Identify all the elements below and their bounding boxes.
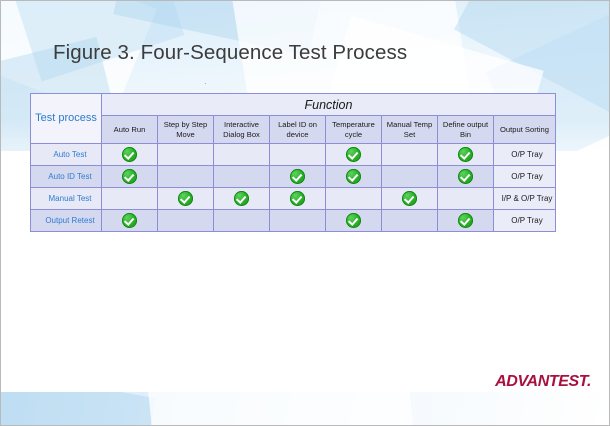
row-label-auto-test: Auto Test xyxy=(30,143,102,166)
column-header-label-id-on-device: Label ID on device xyxy=(269,115,326,144)
table-header-group-row: Test process Function xyxy=(30,93,556,144)
matrix-cell xyxy=(437,165,494,188)
column-header-temperature-cycle: Temperature cycle xyxy=(325,115,382,144)
matrix-cell xyxy=(437,187,494,210)
green-check-icon xyxy=(290,169,305,184)
header-function-group: Function xyxy=(101,93,556,116)
matrix-cell xyxy=(437,143,494,166)
matrix-cell xyxy=(325,209,382,232)
matrix-cell xyxy=(325,165,382,188)
matrix-cell xyxy=(213,143,270,166)
matrix-cell xyxy=(269,209,326,232)
green-check-icon xyxy=(122,147,137,162)
green-check-icon xyxy=(346,147,361,162)
process-matrix-table: Test process Function Auto Run Step by St… xyxy=(30,93,556,232)
matrix-cell xyxy=(213,209,270,232)
matrix-cell xyxy=(381,165,438,188)
matrix-cell xyxy=(381,187,438,210)
matrix-cell xyxy=(101,187,158,210)
matrix-cell xyxy=(269,165,326,188)
table-row: Auto Test O/P Tray xyxy=(30,143,556,166)
matrix-cell xyxy=(381,209,438,232)
matrix-cell xyxy=(101,209,158,232)
green-check-icon xyxy=(234,191,249,206)
green-check-icon xyxy=(122,213,137,228)
green-check-icon xyxy=(122,169,137,184)
matrix-cell xyxy=(157,209,214,232)
output-sorting-value: O/P Tray xyxy=(493,209,556,232)
green-check-icon xyxy=(178,191,193,206)
table-row: Auto ID Test O/P Tray xyxy=(30,165,556,188)
matrix-cell xyxy=(101,143,158,166)
green-check-icon xyxy=(458,147,473,162)
column-header-manual-temp-set: Manual Temp Set xyxy=(381,115,438,144)
green-check-icon xyxy=(458,169,473,184)
green-check-icon xyxy=(346,169,361,184)
matrix-cell xyxy=(101,165,158,188)
table-header-columns-row: Auto Run Step by Step Move Interactive Dia… xyxy=(31,115,556,144)
matrix-cell xyxy=(325,187,382,210)
background-shape xyxy=(147,392,415,425)
advantest-logo: ADVANTEST. xyxy=(495,373,591,390)
page-title: Figure 3. Four-Sequence Test Process xyxy=(53,41,408,64)
background-polygon-band-bottom xyxy=(1,392,609,425)
background-shape xyxy=(1,392,156,425)
header-test-process: Test process xyxy=(30,93,102,144)
column-header-interactive-dialog-box: Interactive Dialog Box xyxy=(213,115,270,144)
matrix-cell xyxy=(381,143,438,166)
green-check-icon xyxy=(458,213,473,228)
green-check-icon xyxy=(290,191,305,206)
row-label-output-retest: Output Retest xyxy=(30,209,102,232)
matrix-cell xyxy=(157,165,214,188)
column-header-output-sorting: Output Sorting xyxy=(493,115,556,144)
column-header-define-output-bin: Define output Bin xyxy=(437,115,494,144)
matrix-cell xyxy=(325,143,382,166)
table-header: Test process Function Auto Run Step by St… xyxy=(30,93,556,144)
table-row: Output Retest O/P Tray xyxy=(30,209,556,232)
green-check-icon xyxy=(402,191,417,206)
column-header-auto-run: Auto Run xyxy=(101,115,158,144)
matrix-cell xyxy=(157,143,214,166)
table-body: Auto Test O/P Tray Auto ID Test O/P Tray Man… xyxy=(30,143,556,232)
row-label-auto-id-test: Auto ID Test xyxy=(30,165,102,188)
output-sorting-value: I/P & O/P Tray xyxy=(493,187,556,210)
decorative-dot: · xyxy=(204,79,207,88)
matrix-cell xyxy=(213,187,270,210)
matrix-cell xyxy=(269,143,326,166)
matrix-cell xyxy=(213,165,270,188)
matrix-cell xyxy=(437,209,494,232)
column-header-step-by-step-move: Step by Step Move xyxy=(157,115,214,144)
green-check-icon xyxy=(346,213,361,228)
matrix-cell xyxy=(157,187,214,210)
matrix-cell xyxy=(269,187,326,210)
output-sorting-value: O/P Tray xyxy=(493,165,556,188)
table-row: Manual Test I/P & O/P Tray xyxy=(30,187,556,210)
output-sorting-value: O/P Tray xyxy=(493,143,556,166)
row-label-manual-test: Manual Test xyxy=(30,187,102,210)
